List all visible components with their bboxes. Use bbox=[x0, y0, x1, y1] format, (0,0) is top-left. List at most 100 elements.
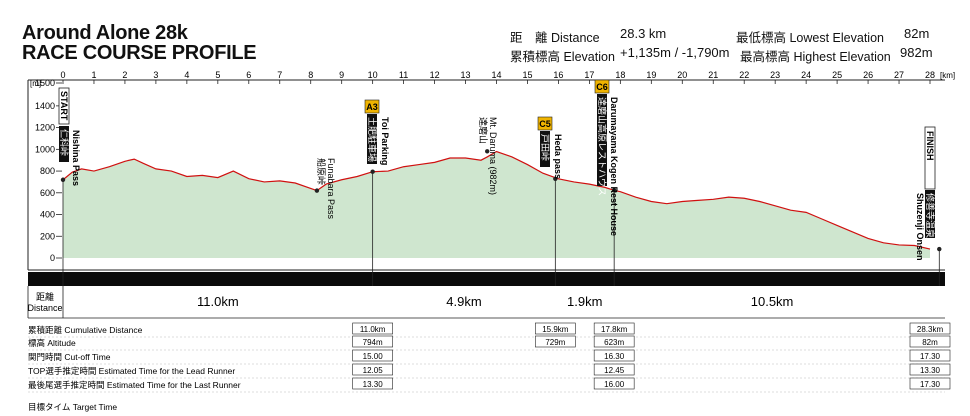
y-tick-label: 0 bbox=[50, 253, 55, 263]
finish-name-box bbox=[925, 190, 935, 238]
lowest-label: 最低標高 Lowest Elevation bbox=[736, 31, 884, 45]
table-cell-value: 28.3km bbox=[917, 325, 944, 334]
waypoint-dot bbox=[485, 149, 490, 154]
y-tick-label: 600 bbox=[40, 188, 55, 198]
waypoint-dot bbox=[937, 246, 942, 252]
start-box bbox=[58, 87, 70, 125]
heda-name-en: Heda pass bbox=[553, 134, 563, 179]
table-cell-value: 13.30 bbox=[920, 366, 941, 375]
a3-tag bbox=[364, 99, 380, 114]
table-cell bbox=[909, 377, 951, 390]
table-cell bbox=[909, 322, 951, 335]
heda-name-ja: 戸田峠 bbox=[540, 134, 551, 161]
finish-label: FINISH bbox=[925, 131, 935, 161]
distance-label-ja: 距離 bbox=[36, 291, 54, 302]
x-tick-label: 11 bbox=[399, 70, 408, 80]
table-cell bbox=[593, 335, 635, 348]
c6-tag-label: C6 bbox=[596, 82, 608, 92]
table-cell bbox=[352, 335, 393, 348]
finish-name-en: Shuzenji Onsen bbox=[915, 193, 925, 261]
waypoint-dot bbox=[314, 188, 320, 193]
x-tick-label: 8 bbox=[308, 70, 313, 80]
elevation-line bbox=[62, 150, 931, 250]
segment-distance: 11.0km bbox=[197, 294, 239, 309]
table-cell-value: 729m bbox=[545, 338, 565, 347]
table-cell-value: 13.30 bbox=[363, 380, 384, 389]
toi-name-box bbox=[367, 114, 377, 164]
start-name-en: Nishina Pass bbox=[71, 130, 81, 186]
table-cell-value: 16.30 bbox=[604, 352, 625, 361]
table-row-label: 最後尾選手推定時間 Estimated Time for the Last Ru… bbox=[28, 380, 241, 390]
toi-name-ja: 土肥駐車場 bbox=[367, 117, 378, 162]
x-tick-label: 18 bbox=[615, 70, 625, 80]
y-tick-label: 800 bbox=[40, 166, 55, 176]
table-cell bbox=[909, 363, 951, 376]
x-tick-label: 17 bbox=[584, 70, 594, 80]
segment-distance: 4.9km bbox=[446, 294, 481, 309]
table-cell-value: 15.9km bbox=[542, 325, 569, 334]
x-tick-label: 20 bbox=[677, 70, 687, 80]
table-cell-value: 11.0km bbox=[360, 325, 386, 334]
table-cell bbox=[909, 349, 951, 362]
y-tick-label: 1000 bbox=[35, 144, 55, 154]
x-tick-label: 22 bbox=[739, 70, 749, 80]
table-cell-value: 17.30 bbox=[920, 380, 941, 389]
table-cell bbox=[352, 377, 393, 390]
x-tick-label: 6 bbox=[246, 70, 251, 80]
elevation-area bbox=[63, 151, 930, 258]
table-cell bbox=[352, 363, 393, 376]
start-label: START bbox=[59, 91, 69, 121]
y-tick-label: 1200 bbox=[35, 123, 55, 133]
table-cell bbox=[593, 363, 635, 376]
waypoint-dot bbox=[611, 188, 617, 193]
elevation-value: +1,135m / -1,790m bbox=[620, 45, 730, 60]
a3-tag-label: A3 bbox=[366, 102, 378, 112]
x-tick-label: 28 bbox=[925, 70, 935, 80]
table-cell bbox=[352, 349, 393, 362]
x-tick-label: 24 bbox=[801, 70, 811, 80]
heda-name-box bbox=[540, 131, 550, 167]
table-cell-value: 82m bbox=[922, 338, 938, 347]
distance-label-en: Distance bbox=[27, 303, 62, 313]
rest-house-name-en: Darumayama Kogen Rest House bbox=[609, 97, 619, 236]
y-axis-unit: [m] bbox=[30, 79, 41, 88]
x-tick-label: 23 bbox=[770, 70, 780, 80]
race-title: Around Alone 28k bbox=[22, 22, 188, 44]
table-cell bbox=[593, 349, 635, 362]
table-cell bbox=[593, 377, 635, 390]
x-tick-label: 27 bbox=[894, 70, 904, 80]
table-cell bbox=[593, 322, 635, 335]
table-row-label: 累積距離 Cumulative Distance bbox=[28, 325, 143, 335]
x-tick-label: 19 bbox=[646, 70, 656, 80]
x-tick-label: 0 bbox=[60, 70, 65, 80]
table-cell-value: 17.30 bbox=[920, 352, 941, 361]
x-axis-unit: [km] bbox=[940, 71, 955, 80]
daruma-name-ja: 達磨山 bbox=[478, 117, 489, 144]
x-tick-label: 21 bbox=[708, 70, 718, 80]
c6-tag bbox=[594, 79, 610, 94]
toi-name-en: Toi Parking bbox=[380, 117, 390, 165]
daruma-name-en: Mt. Daruma (982m) bbox=[488, 117, 498, 195]
start-name-box bbox=[59, 126, 69, 162]
rest-house-name-box bbox=[597, 94, 607, 186]
x-tick-label: 13 bbox=[461, 70, 471, 80]
x-tick-label: 16 bbox=[553, 70, 563, 80]
c5-tag bbox=[537, 116, 553, 131]
elevation-label: 累積標高 Elevation bbox=[510, 50, 615, 64]
segment-distance: 1.9km bbox=[567, 294, 602, 309]
table-cell bbox=[535, 335, 576, 348]
race-subtitle: RACE COURSE PROFILE bbox=[22, 42, 257, 64]
x-tick-label: 25 bbox=[832, 70, 842, 80]
x-tick-label: 10 bbox=[368, 70, 378, 80]
x-tick-label: 2 bbox=[122, 70, 127, 80]
table-cell-value: 12.05 bbox=[363, 366, 384, 375]
x-tick-label: 26 bbox=[863, 70, 873, 80]
distance-value: 28.3 km bbox=[620, 26, 667, 41]
finish-name-ja: 修善寺温泉 bbox=[925, 193, 936, 238]
x-tick-label: 7 bbox=[277, 70, 282, 80]
funabara-name-en: Funabara Pass bbox=[326, 158, 336, 220]
x-tick-label: 3 bbox=[153, 70, 158, 80]
table-cell-value: 794m bbox=[363, 338, 383, 347]
x-tick-label: 1 bbox=[91, 70, 96, 80]
table-cell-value: 15.00 bbox=[363, 352, 384, 361]
